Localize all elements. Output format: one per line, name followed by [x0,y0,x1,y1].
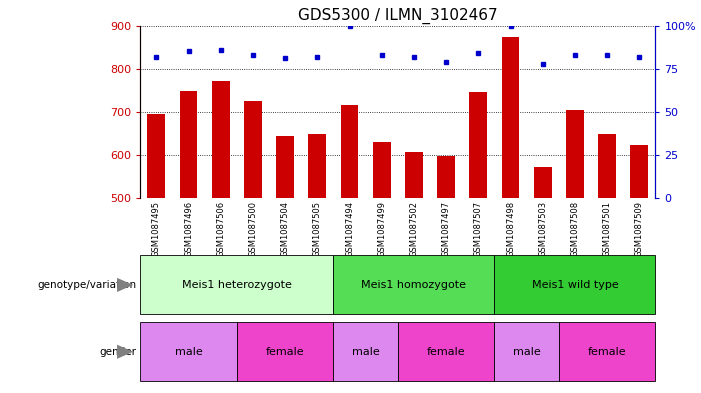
Text: female: female [266,347,304,357]
Bar [405,152,423,198]
Bar [437,156,455,198]
Bar [502,37,519,198]
Text: male: male [175,347,203,357]
Bar [341,105,358,198]
Text: Meis1 wild type: Meis1 wild type [531,280,618,290]
Bar [244,101,261,198]
Text: male: male [352,347,379,357]
Bar [470,92,487,198]
Text: Meis1 heterozygote: Meis1 heterozygote [182,280,292,290]
Bar [276,136,294,198]
Text: female: female [427,347,465,357]
Text: Meis1 homozygote: Meis1 homozygote [362,280,466,290]
Bar [598,134,616,198]
Text: female: female [588,347,627,357]
Bar [212,81,229,198]
Text: male: male [512,347,540,357]
Bar [534,167,552,198]
Title: GDS5300 / ILMN_3102467: GDS5300 / ILMN_3102467 [298,8,498,24]
Bar [179,91,198,198]
Text: gender: gender [100,347,137,357]
Bar [147,114,165,198]
Bar [308,134,326,198]
Bar [566,110,584,198]
Text: genotype/variation: genotype/variation [38,280,137,290]
Bar [373,142,390,198]
Bar [630,145,648,198]
